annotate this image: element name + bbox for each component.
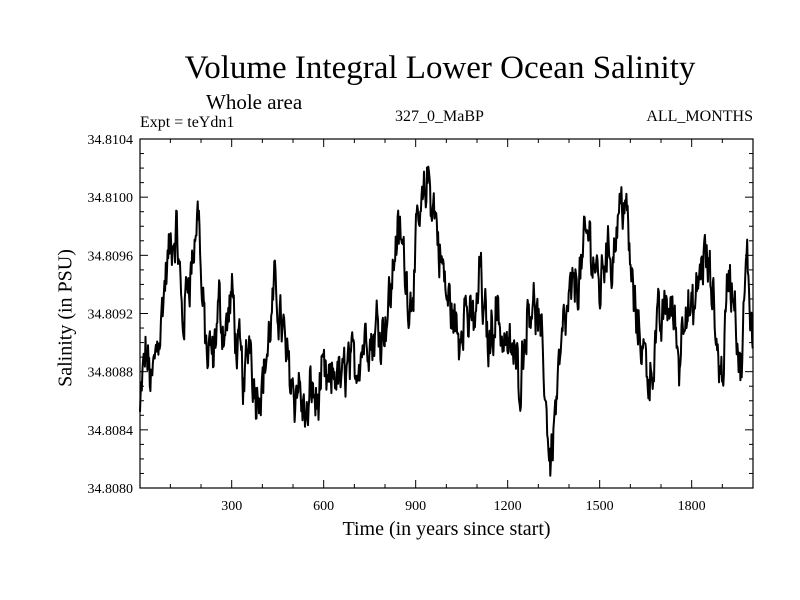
- experiment-label: Expt = teYdn1: [140, 114, 235, 131]
- axis-ticks: [140, 138, 753, 489]
- plot-frame: [139, 138, 754, 489]
- x-tick-label: 600: [313, 499, 334, 514]
- chart-title: Volume Integral Lower Ocean Salinity: [184, 50, 696, 86]
- x-axis-label: Time (in years since start): [342, 518, 551, 540]
- y-tick-label: 34.8104: [88, 133, 134, 148]
- x-tick-label: 900: [405, 499, 426, 514]
- y-tick-label: 34.8080: [88, 482, 134, 497]
- x-tick-label: 1200: [494, 499, 522, 514]
- x-tick-label: 300: [221, 499, 242, 514]
- months-label: ALL_MONTHS: [646, 108, 753, 125]
- tick-labels: 300 600 900 1200 1500 1800 34.8080 34.8084 34.80…: [88, 133, 706, 514]
- y-axis-label: Salinity (in PSU): [54, 249, 77, 387]
- period-label: 327_0_MaBP: [395, 108, 484, 125]
- x-tick-label: 1500: [586, 499, 614, 514]
- y-tick-label: 34.8088: [88, 366, 134, 381]
- y-tick-label: 34.8096: [88, 249, 134, 264]
- y-tick-label: 34.8100: [88, 191, 134, 206]
- y-tick-label: 34.8092: [88, 308, 134, 323]
- x-tick-label: 1800: [678, 499, 706, 514]
- salinity-series-line: [139, 165, 754, 477]
- y-tick-label: 34.8084: [88, 424, 134, 439]
- chart-subtitle: Whole area: [206, 90, 303, 114]
